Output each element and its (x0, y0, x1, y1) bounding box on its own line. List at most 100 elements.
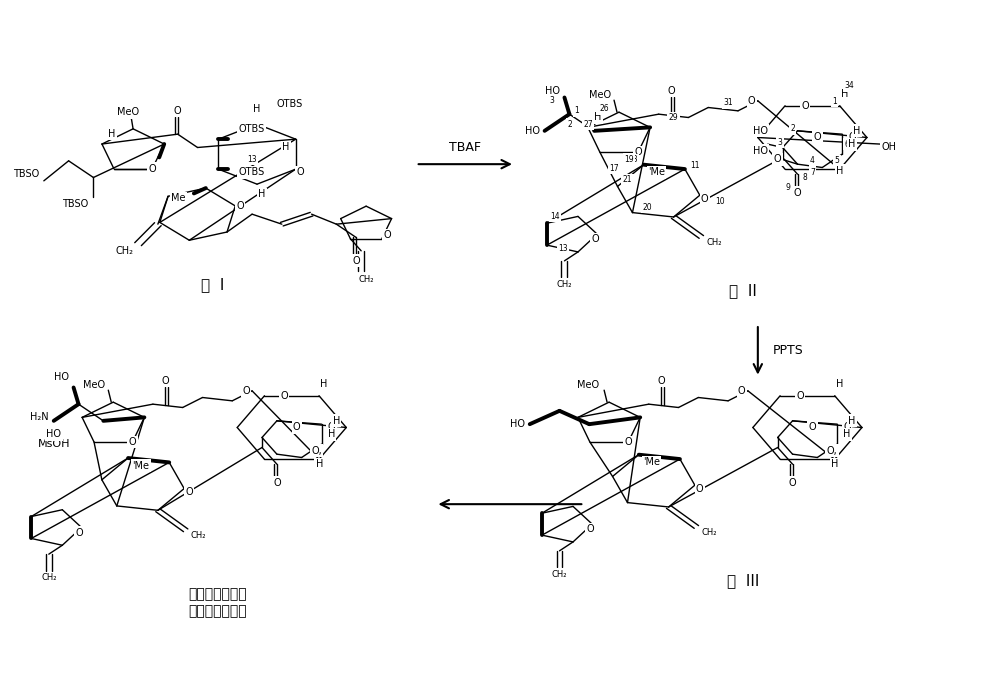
Text: 17: 17 (609, 163, 619, 173)
Text: 13: 13 (247, 155, 257, 164)
Text: H: H (253, 105, 261, 115)
Text: 3: 3 (550, 97, 555, 105)
Text: 'Me: 'Me (643, 458, 660, 467)
Text: O: O (591, 234, 599, 244)
Text: CH₂: CH₂ (552, 570, 567, 578)
Text: 式  III: 式 III (727, 573, 759, 589)
Text: TBSO: TBSO (13, 169, 39, 179)
Text: HO: HO (54, 373, 69, 383)
Text: O: O (297, 167, 304, 178)
Text: 1: 1 (832, 97, 837, 105)
Text: HO: HO (46, 429, 61, 439)
Text: HO: HO (510, 419, 525, 429)
Text: O: O (843, 423, 851, 433)
Text: O: O (352, 256, 360, 266)
Text: OH: OH (882, 142, 897, 153)
Text: HO: HO (753, 126, 768, 136)
Text: 'Me: 'Me (132, 461, 149, 470)
Text: H: H (836, 166, 844, 176)
Text: H: H (836, 379, 843, 389)
Text: TBSO: TBSO (62, 199, 88, 209)
Text: 29: 29 (669, 113, 678, 122)
Text: H: H (848, 139, 856, 149)
Text: H: H (843, 429, 851, 439)
Text: CH₂: CH₂ (706, 238, 722, 247)
Text: O: O (738, 386, 746, 396)
Text: O: O (801, 101, 809, 111)
Text: MeO: MeO (589, 90, 611, 101)
Text: O: O (129, 437, 136, 447)
Text: 艾瑞布林甲磺酸: 艾瑞布林甲磺酸 (188, 587, 247, 601)
Text: HO: HO (544, 86, 560, 96)
Text: 23: 23 (628, 155, 638, 165)
Text: 2: 2 (567, 119, 572, 129)
Text: O: O (162, 376, 170, 386)
Text: CH₂: CH₂ (191, 531, 206, 540)
Text: 式  II: 式 II (729, 284, 757, 298)
Text: O: O (658, 376, 665, 386)
Text: HO: HO (525, 126, 540, 136)
Text: 'Me: 'Me (648, 167, 665, 178)
Text: H: H (258, 189, 266, 199)
Text: 10: 10 (715, 197, 724, 207)
Text: O: O (76, 528, 83, 538)
Text: 13: 13 (558, 244, 568, 253)
Text: MeO: MeO (83, 381, 105, 391)
Text: O: O (236, 201, 244, 211)
Text: MeO: MeO (577, 381, 599, 391)
Text: MsOH: MsOH (37, 439, 70, 449)
Text: O: O (242, 386, 250, 396)
Text: O: O (668, 86, 675, 96)
Text: PPTS: PPTS (773, 344, 803, 357)
Text: 11: 11 (690, 161, 700, 170)
Text: O: O (809, 423, 816, 433)
Text: 9: 9 (785, 183, 790, 192)
Text: 4: 4 (810, 157, 815, 165)
Text: O: O (789, 478, 796, 488)
Text: CH₂: CH₂ (115, 246, 133, 256)
Text: Me: Me (171, 193, 186, 203)
Text: 26: 26 (599, 105, 609, 113)
Text: H: H (320, 379, 328, 389)
Text: O: O (383, 230, 391, 240)
Text: O: O (634, 147, 642, 157)
Text: O: O (174, 106, 182, 116)
Text: OTBS: OTBS (238, 167, 264, 178)
Text: O: O (701, 194, 709, 204)
Text: 1: 1 (574, 107, 579, 115)
Text: O: O (273, 478, 281, 488)
Text: HO: HO (753, 146, 768, 156)
Text: H: H (108, 129, 116, 139)
Text: H: H (594, 112, 601, 122)
Text: TBAF: TBAF (449, 141, 481, 154)
Text: 27: 27 (583, 119, 593, 128)
Text: O: O (848, 132, 856, 142)
Text: 20: 20 (643, 202, 652, 212)
Text: CH₂: CH₂ (557, 279, 572, 289)
Text: O: O (281, 391, 288, 401)
Text: OTBS: OTBS (277, 99, 303, 109)
Text: MeO: MeO (117, 107, 139, 117)
Text: CH₂: CH₂ (701, 528, 717, 537)
Text: H: H (853, 126, 861, 136)
Text: 19: 19 (624, 155, 634, 164)
Text: CH₂: CH₂ (358, 275, 374, 284)
Text: 3: 3 (778, 138, 783, 146)
Text: H: H (333, 416, 340, 426)
Text: H₂N: H₂N (30, 412, 49, 423)
Text: 5: 5 (835, 157, 840, 165)
Text: O: O (794, 188, 801, 198)
Text: 式  I: 式 I (201, 277, 224, 292)
Text: CH₂: CH₂ (41, 573, 57, 582)
Text: 34: 34 (845, 81, 854, 90)
Text: 6: 6 (845, 140, 850, 148)
Text: H: H (848, 416, 856, 426)
Text: O: O (814, 132, 821, 142)
Text: （需要的产品）: （需要的产品） (188, 604, 247, 618)
Text: H: H (841, 88, 848, 99)
Text: H: H (282, 142, 289, 152)
Text: O: O (696, 483, 704, 493)
Text: O,: O, (311, 446, 322, 456)
Text: 21: 21 (623, 176, 632, 184)
Text: O: O (185, 487, 193, 497)
